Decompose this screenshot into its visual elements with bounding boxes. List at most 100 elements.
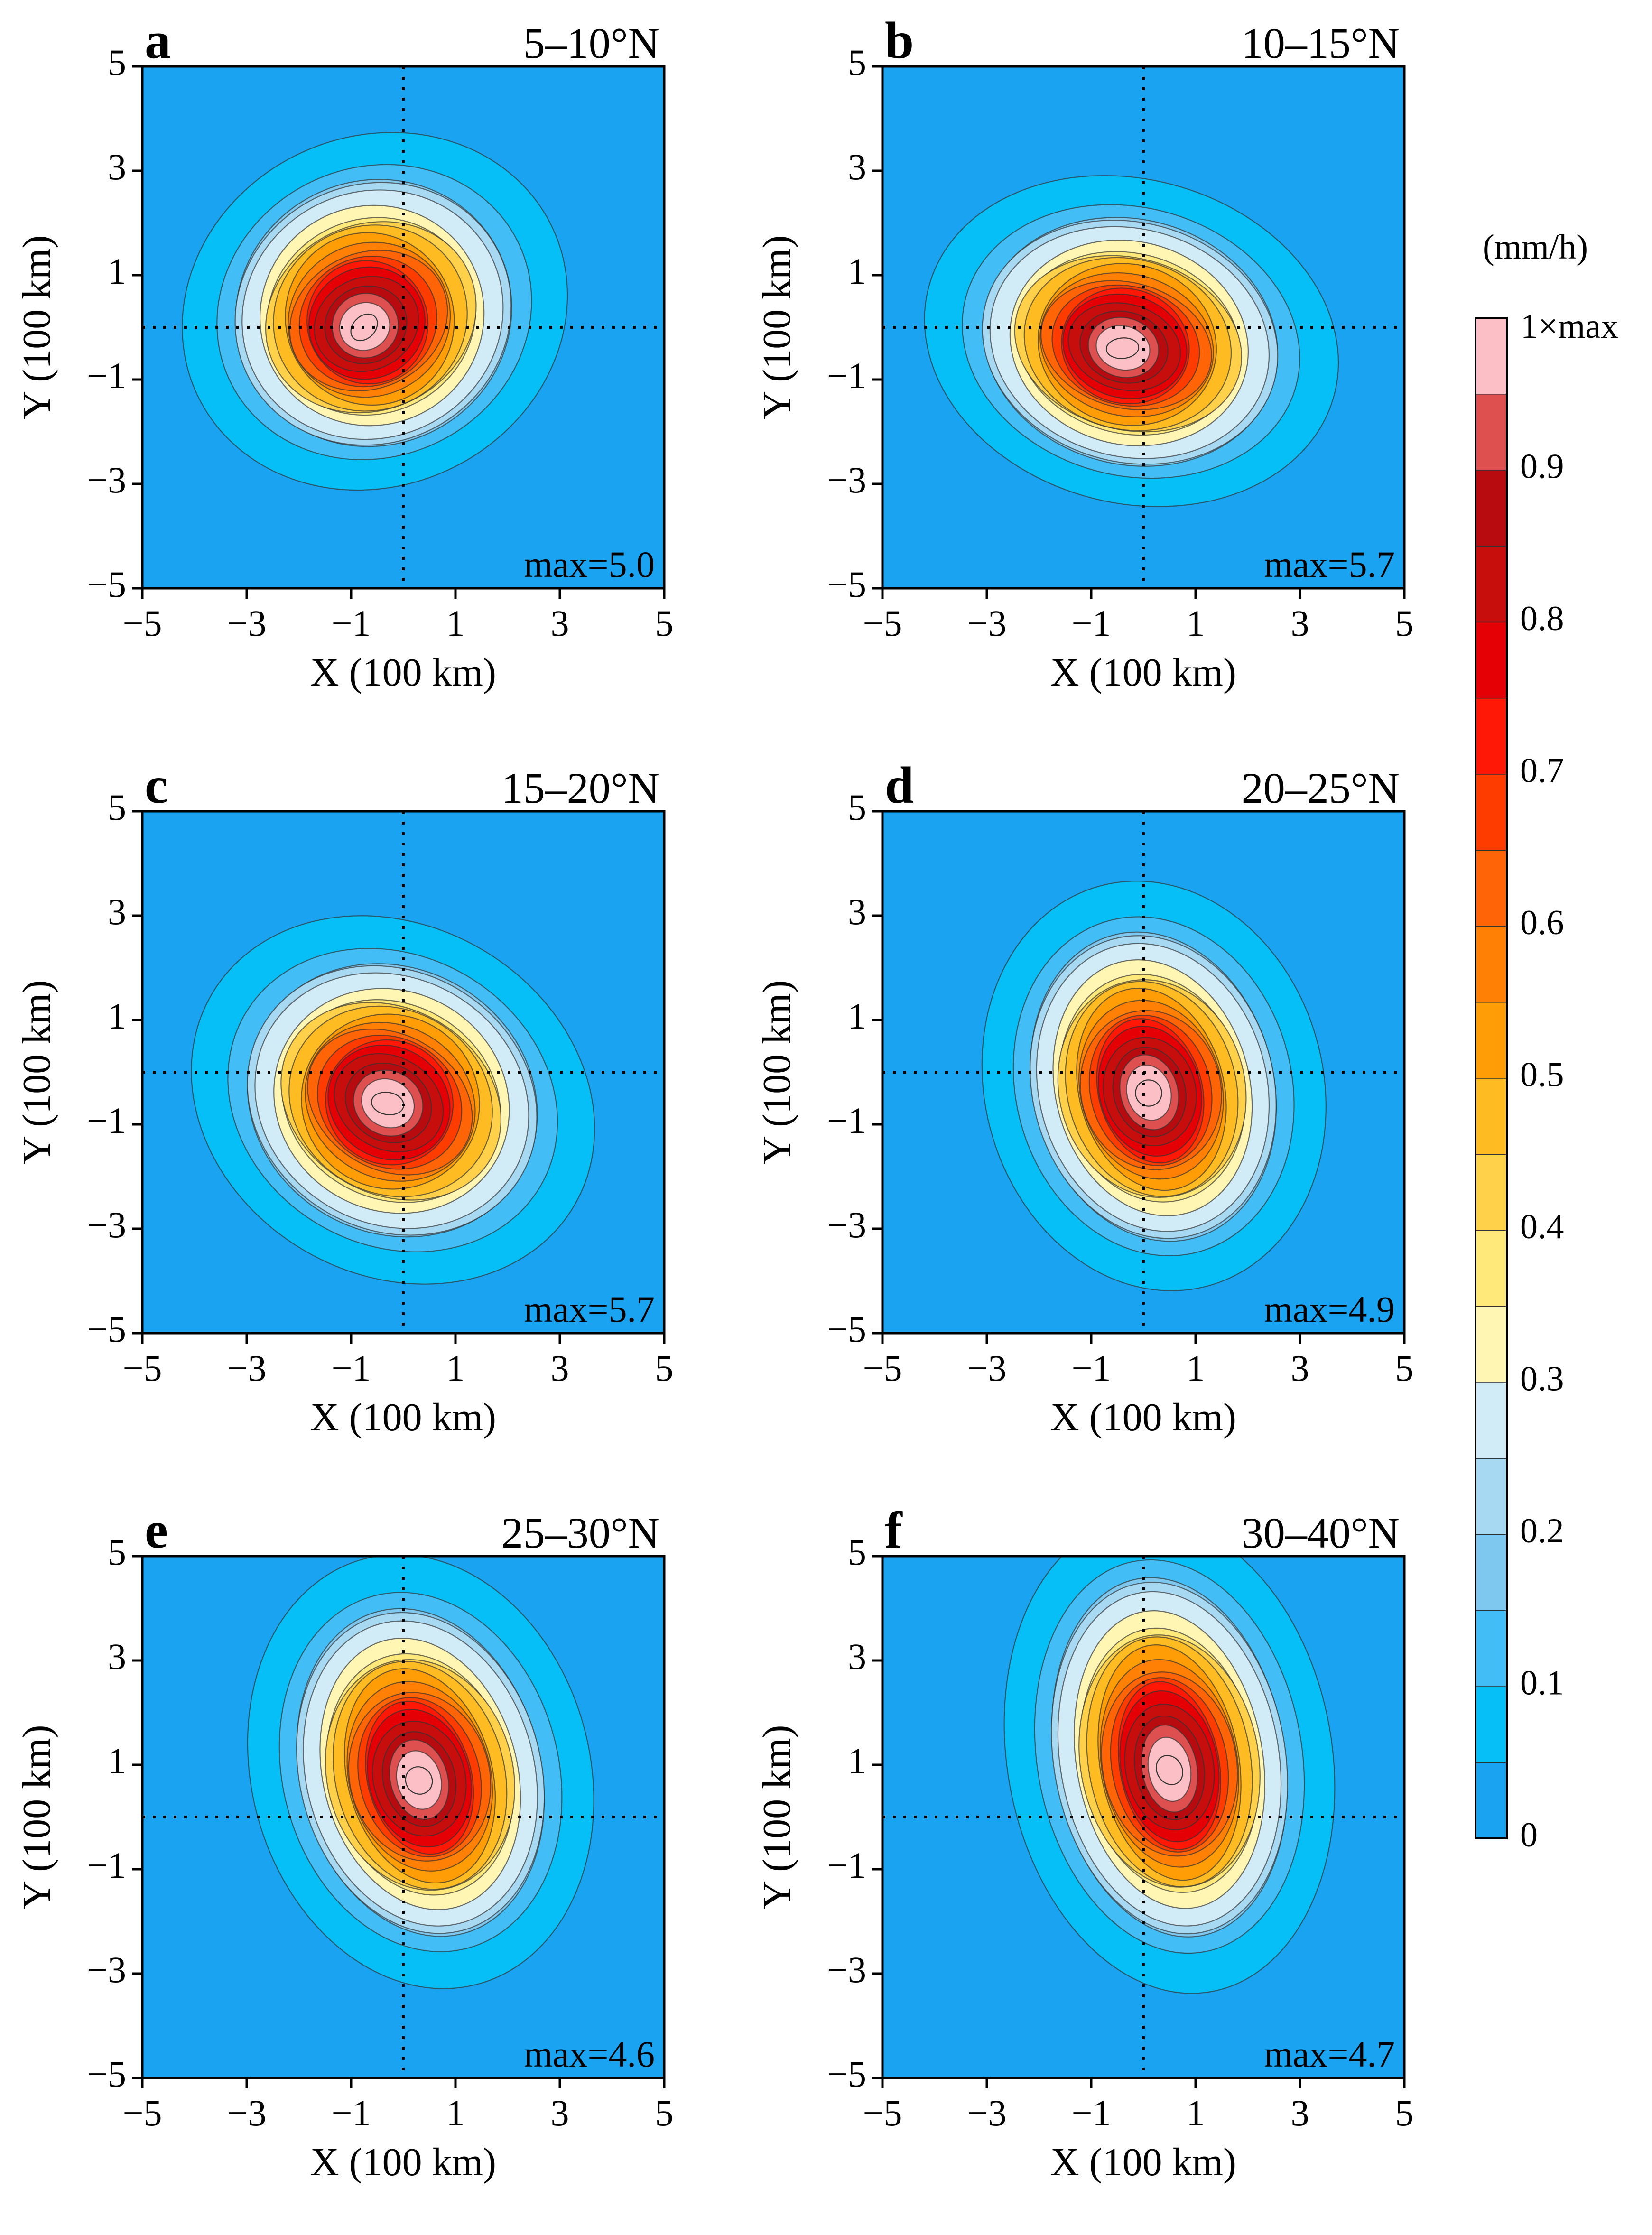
y-tick-label: 3 bbox=[848, 1636, 866, 1677]
x-tick-label: 5 bbox=[655, 2092, 674, 2133]
y-tick-label: −3 bbox=[827, 459, 866, 501]
x-tick-label: −3 bbox=[967, 603, 1007, 644]
y-tick-label: −5 bbox=[827, 2053, 866, 2095]
colorbar-swatch-0 bbox=[1475, 1762, 1507, 1839]
panel-d: −5−5 −3 −3 −1 −1 1 1 3 3 5 5 X (100 km) Y (100 km) d 2… bbox=[755, 756, 1414, 1439]
x-tick-label: −1 bbox=[332, 603, 371, 644]
colorbar-tick-label: 0 bbox=[1520, 1816, 1538, 1855]
y-tick-label: 5 bbox=[848, 787, 866, 828]
x-tick-label: −5 bbox=[123, 603, 162, 644]
panel-letter: d bbox=[885, 756, 914, 814]
y-tick-label: 5 bbox=[108, 42, 126, 83]
x-axis-title: X (100 km) bbox=[310, 2140, 496, 2184]
x-tick-label: −1 bbox=[1072, 1347, 1111, 1389]
colorbar-swatch-11 bbox=[1475, 926, 1507, 1003]
x-tick-label: 5 bbox=[655, 603, 674, 644]
panel-latitude-range: 20–25°N bbox=[1242, 764, 1400, 812]
x-tick-label: 5 bbox=[655, 1347, 674, 1389]
y-tick-label: −5 bbox=[87, 564, 126, 605]
panel-latitude-range: 30–40°N bbox=[1242, 1509, 1400, 1557]
colorbar-tick-label: 0.3 bbox=[1520, 1359, 1564, 1398]
panel-latitude-range: 10–15°N bbox=[1242, 19, 1400, 67]
y-tick-label: 1 bbox=[848, 1740, 866, 1781]
contour-peak bbox=[1156, 1755, 1183, 1785]
x-tick-label: 1 bbox=[446, 2092, 465, 2133]
x-tick-label: 3 bbox=[1291, 1347, 1309, 1389]
y-tick-label: −3 bbox=[827, 1204, 866, 1245]
colorbar-swatch-4 bbox=[1475, 1458, 1507, 1535]
colorbar-swatch-16 bbox=[1475, 546, 1507, 623]
y-tick-label: 3 bbox=[108, 146, 126, 187]
contour-peak bbox=[1105, 337, 1140, 359]
y-tick-label: −1 bbox=[87, 1845, 126, 1886]
y-tick-label: −5 bbox=[827, 1308, 866, 1350]
y-tick-label: −3 bbox=[87, 1949, 126, 1990]
y-tick-label: 1 bbox=[848, 250, 866, 292]
panel-letter: e bbox=[145, 1501, 168, 1559]
panel-e: −5−5 −3 −3 −1 −1 1 1 3 3 5 5 X (100 km) Y (100 km) e 2… bbox=[15, 1501, 674, 2184]
x-tick-label: −1 bbox=[332, 1347, 371, 1389]
y-tick-label: −3 bbox=[827, 1949, 866, 1990]
y-tick-label: 5 bbox=[848, 1531, 866, 1573]
panel-max-label: max=4.7 bbox=[1264, 2033, 1395, 2075]
y-tick-label: −1 bbox=[87, 1100, 126, 1141]
colorbar-swatch-17 bbox=[1475, 469, 1507, 547]
panel-max-label: max=5.7 bbox=[1264, 544, 1395, 585]
y-tick-label: −1 bbox=[827, 355, 866, 396]
colorbar-tick-label: 0.5 bbox=[1520, 1055, 1564, 1094]
colorbar-swatch-2 bbox=[1475, 1610, 1507, 1687]
x-tick-label: 5 bbox=[1395, 1347, 1414, 1389]
colorbar-swatch-9 bbox=[1475, 1077, 1507, 1155]
panel-max-label: max=5.7 bbox=[524, 1289, 655, 1330]
y-tick-label: 3 bbox=[108, 891, 126, 932]
y-tick-label: −5 bbox=[87, 1308, 126, 1350]
x-axis-title: X (100 km) bbox=[1050, 1395, 1236, 1439]
x-tick-label: −3 bbox=[227, 1347, 267, 1389]
panel-max-label: max=4.9 bbox=[1264, 1289, 1395, 1330]
y-tick-label: 5 bbox=[848, 42, 866, 83]
y-tick-label: −1 bbox=[87, 355, 126, 396]
colorbar-swatch-3 bbox=[1475, 1534, 1507, 1611]
x-tick-label: 1 bbox=[1187, 603, 1205, 644]
x-tick-label: 3 bbox=[1291, 2092, 1309, 2133]
contour-field bbox=[142, 811, 664, 1333]
colorbar-tick-label: 0.9 bbox=[1520, 447, 1564, 486]
x-tick-label: 3 bbox=[551, 603, 569, 644]
x-tick-label: 3 bbox=[551, 2092, 569, 2133]
x-tick-label: −5 bbox=[863, 603, 902, 644]
plot-frame bbox=[141, 1555, 666, 2079]
x-tick-label: −5 bbox=[123, 2092, 162, 2133]
y-tick-label: 3 bbox=[848, 146, 866, 187]
y-tick-label: 1 bbox=[108, 1740, 126, 1781]
y-tick-label: 1 bbox=[108, 995, 126, 1037]
colorbar-swatch-19 bbox=[1475, 317, 1507, 395]
colorbar-swatch-12 bbox=[1475, 850, 1507, 927]
colorbar-swatch-1 bbox=[1475, 1686, 1507, 1763]
y-axis-title: Y (100 km) bbox=[15, 1725, 59, 1910]
panel-a: −5−5 −3 −3 −1 −1 1 1 3 3 5 5 X (100 km) Y (100 km) a 5… bbox=[15, 11, 674, 695]
x-tick-label: −5 bbox=[863, 2092, 902, 2133]
colorbar-tick-label: 0.4 bbox=[1520, 1207, 1564, 1246]
panel-letter: c bbox=[145, 756, 168, 814]
colorbar-tick-label: 0.7 bbox=[1520, 751, 1564, 790]
x-tick-label: −3 bbox=[227, 2092, 267, 2133]
y-tick-label: −5 bbox=[87, 2053, 126, 2095]
colorbar-swatch-6 bbox=[1475, 1306, 1507, 1383]
colorbar-tick-label: 0.1 bbox=[1520, 1663, 1564, 1702]
y-axis-title: Y (100 km) bbox=[15, 980, 59, 1165]
x-tick-label: 5 bbox=[1395, 2092, 1414, 2133]
y-tick-label: −1 bbox=[827, 1845, 866, 1886]
contour-peak bbox=[1135, 1079, 1162, 1107]
contour-peak bbox=[405, 1766, 433, 1795]
x-tick-label: −5 bbox=[123, 1347, 162, 1389]
y-tick-label: 1 bbox=[108, 250, 126, 292]
panel-max-label: max=5.0 bbox=[524, 544, 655, 585]
x-tick-label: 5 bbox=[1395, 603, 1414, 644]
x-tick-label: 1 bbox=[446, 603, 465, 644]
contour-field bbox=[882, 66, 1404, 588]
x-axis-title: X (100 km) bbox=[1050, 650, 1236, 695]
plot-frame bbox=[141, 65, 666, 590]
colorbar-swatch-14 bbox=[1475, 697, 1507, 775]
